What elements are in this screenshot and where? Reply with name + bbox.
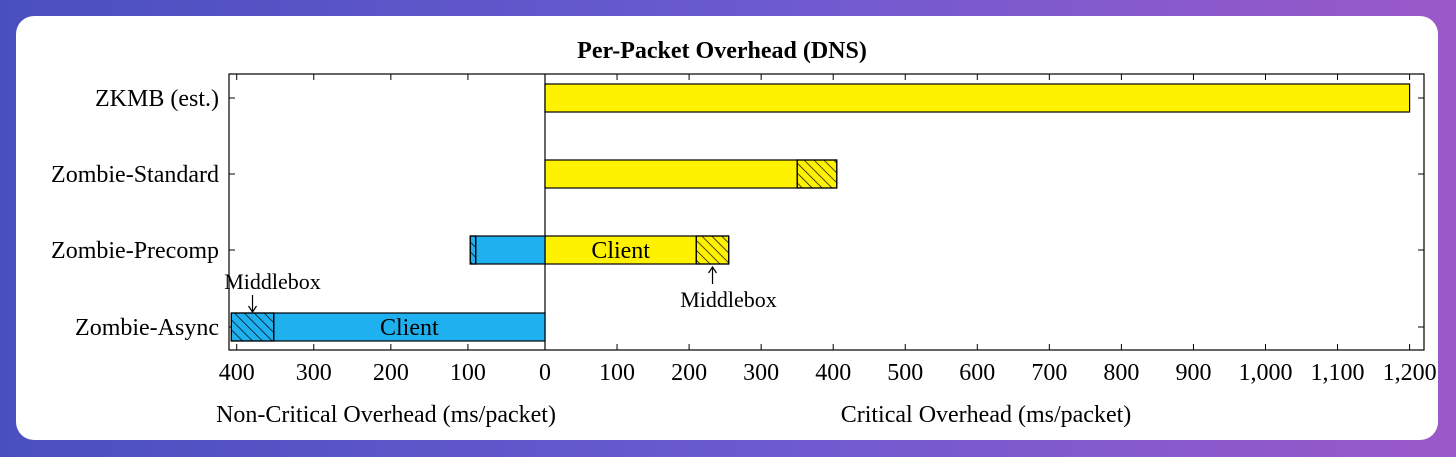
chart-card: Per-Packet Overhead (DNS) ZKMB (est.) Zom…	[16, 16, 1438, 440]
right-tick-label: 500	[887, 360, 923, 386]
critical-client-bar	[544, 159, 798, 189]
right-tick-label: 100	[599, 360, 635, 386]
left-tick-label: 0	[539, 360, 551, 386]
noncritical-client-bar	[273, 312, 546, 342]
category-label: Zombie-Precomp	[51, 238, 219, 264]
middlebox-label-async: Middlebox	[224, 269, 321, 294]
right-tick-label: 700	[1031, 360, 1067, 386]
middlebox-arrowhead-precomp	[708, 265, 718, 274]
left-axis-label: Non-Critical Overhead (ms/packet)	[216, 402, 556, 428]
category-label: ZKMB (est.)	[95, 86, 219, 112]
left-tick-label: 200	[373, 360, 409, 386]
right-tick-label: 600	[959, 360, 995, 386]
right-tick-label: 900	[1175, 360, 1211, 386]
right-tick-label: 1,200	[1383, 360, 1437, 386]
right-axis-label: Critical Overhead (ms/packet)	[841, 402, 1132, 428]
plot-frame	[228, 73, 1425, 351]
category-label: Zombie-Standard	[51, 162, 219, 188]
right-tick-label: 1,100	[1311, 360, 1365, 386]
left-tick-label: 100	[450, 360, 486, 386]
left-tick-label: 300	[296, 360, 332, 386]
chart-title: Per-Packet Overhead (DNS)	[577, 38, 867, 64]
right-tick-label: 1,000	[1238, 360, 1292, 386]
client-label-precomp: Client	[591, 238, 650, 264]
right-tick-label: 800	[1103, 360, 1139, 386]
critical-client-bar	[544, 83, 1411, 113]
middlebox-label-precomp: Middlebox	[680, 287, 777, 312]
noncritical-middlebox-hatch	[230, 312, 275, 342]
category-label: Zombie-Async	[75, 315, 219, 341]
left-tick-label: 400	[219, 360, 255, 386]
noncritical-middlebox-hatch	[469, 235, 477, 265]
chart: Per-Packet Overhead (DNS) ZKMB (est.) Zom…	[51, 38, 1437, 428]
critical-middlebox-hatch	[695, 235, 730, 265]
critical-middlebox-hatch	[796, 159, 838, 189]
middlebox-arrowhead-async	[248, 305, 258, 314]
noncritical-client-bar	[475, 235, 546, 265]
right-tick-label: 300	[743, 360, 779, 386]
right-tick-label: 400	[815, 360, 851, 386]
right-tick-label: 200	[671, 360, 707, 386]
client-label-async: Client	[380, 315, 439, 341]
